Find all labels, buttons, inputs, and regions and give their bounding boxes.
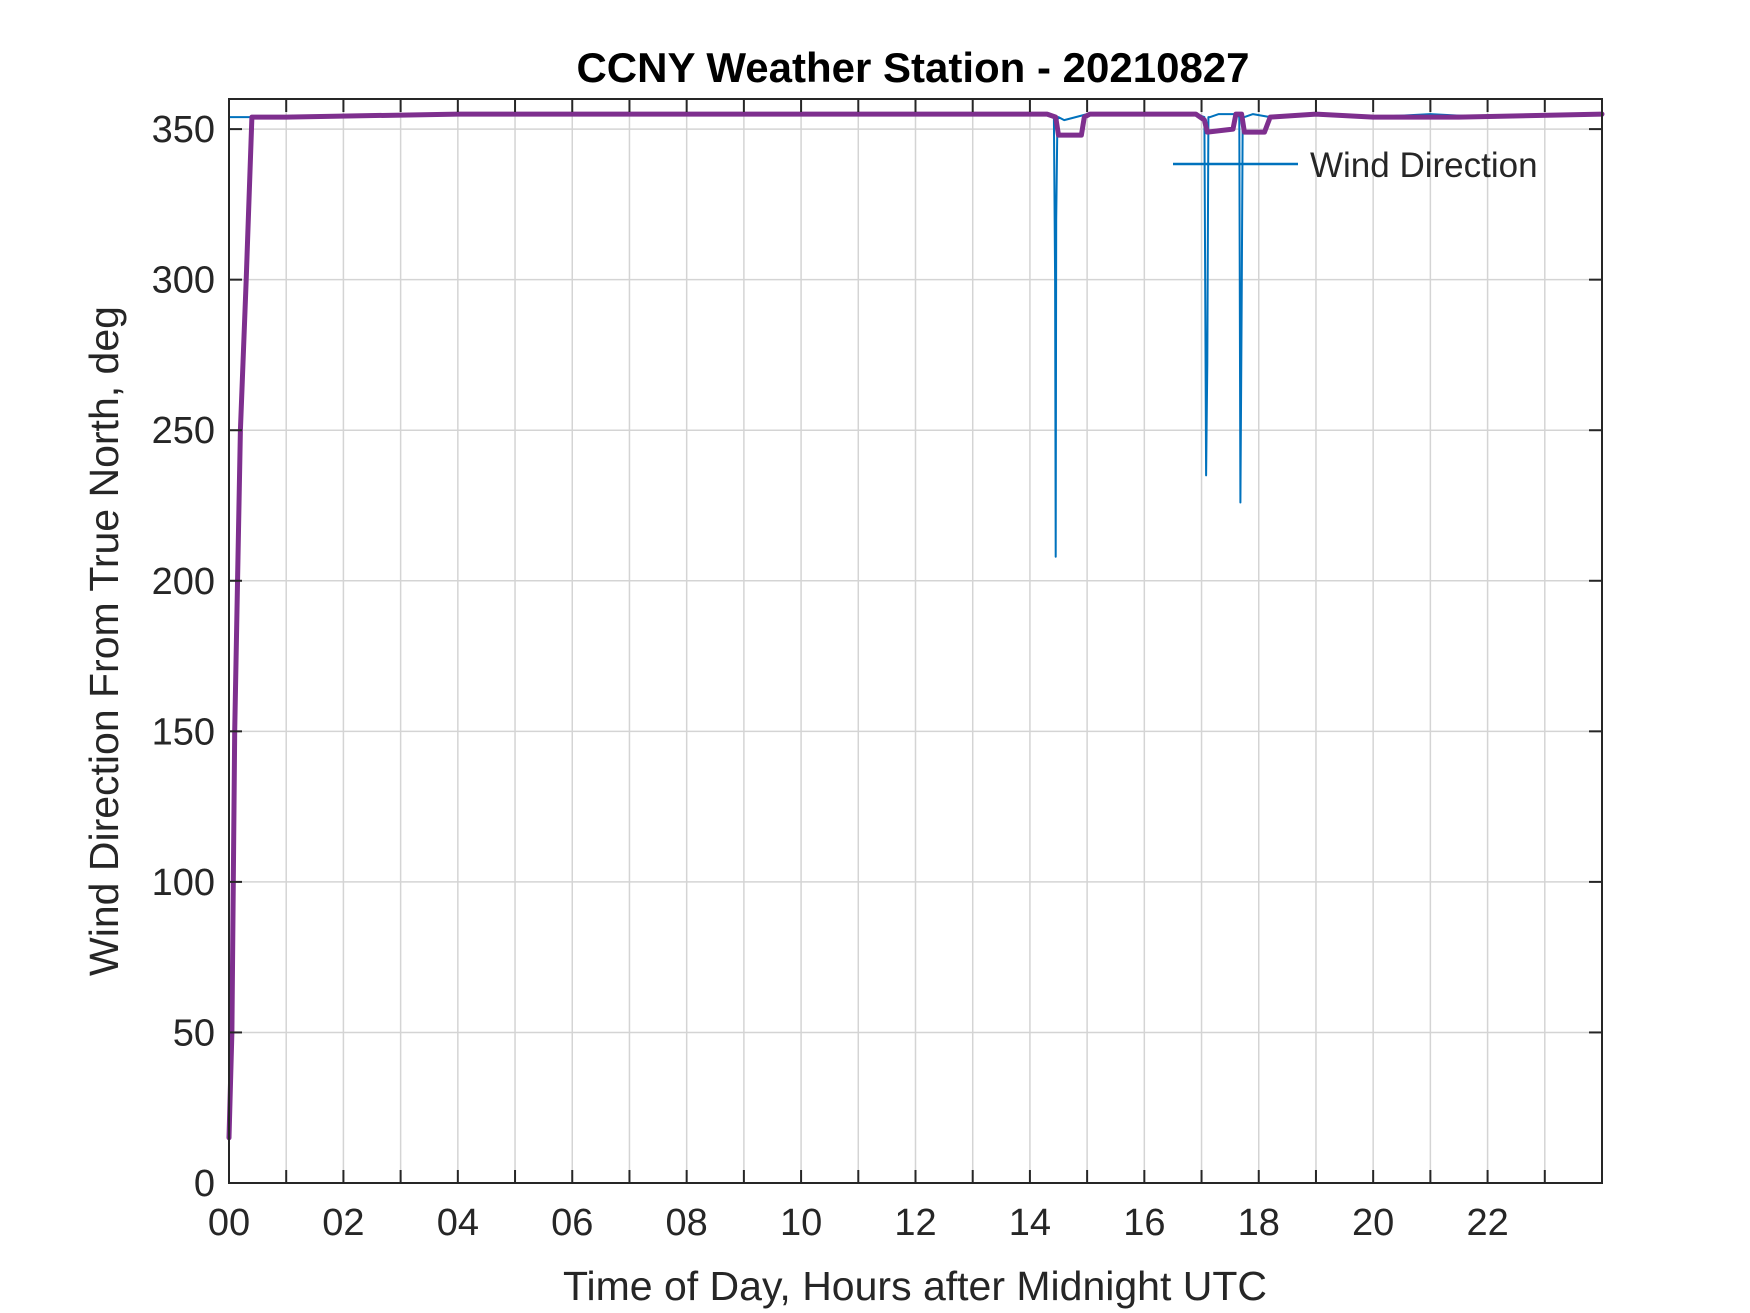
x-axis-label: Time of Day, Hours after Midnight UTC [563,1263,1267,1309]
x-tick-label: 02 [322,1202,364,1244]
x-tick-label: 08 [666,1202,708,1244]
plot-area [226,98,1605,1184]
legend-label-wind-direction: Wind Direction [1310,146,1538,185]
x-tick-label: 22 [1466,1202,1508,1244]
y-tick-label: 50 [173,1012,215,1054]
y-tick-label: 300 [152,260,215,302]
x-tick-label: 00 [208,1202,250,1244]
y-tick-label: 200 [152,561,215,603]
tick-layer [229,99,1602,1184]
y-tick-label: 0 [194,1163,215,1205]
x-tick-label: 12 [894,1202,936,1244]
grid-layer [229,99,1602,1183]
y-tick-label: 250 [152,410,215,452]
legend: Wind Direction [1173,146,1538,185]
x-tick-label: 10 [780,1202,822,1244]
y-tick-label: 350 [152,109,215,151]
x-tick-label: 04 [437,1202,479,1244]
x-tick-label: 18 [1238,1202,1280,1244]
x-tick-label: 06 [551,1202,593,1244]
chart-title: CCNY Weather Station - 20210827 [576,44,1249,91]
x-tick-label: 14 [1009,1202,1051,1244]
x-tick-label: 16 [1123,1202,1165,1244]
series-layer [226,111,1605,1141]
x-tick-label: 20 [1352,1202,1394,1244]
y-tick-label: 150 [152,711,215,753]
series-line-smoothed [226,111,1605,1141]
y-tick-label: 100 [152,862,215,904]
y-axis-label: Wind Direction From True North, deg [81,306,127,976]
